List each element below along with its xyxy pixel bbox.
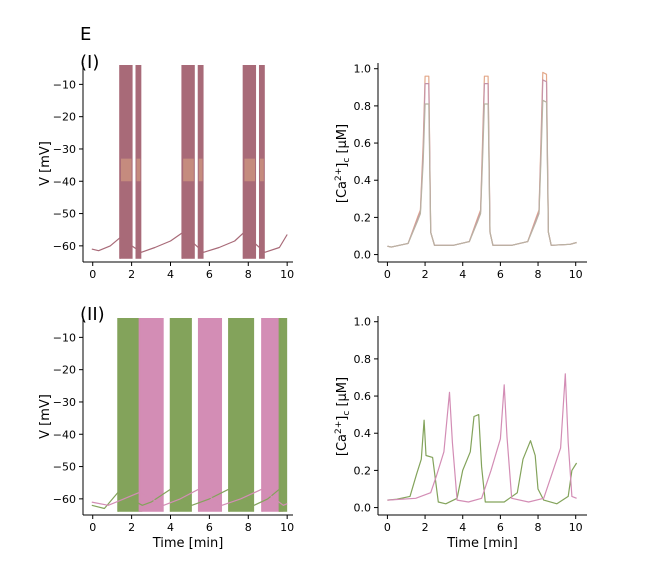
x-tick-label: 2 <box>422 521 429 534</box>
burst-3-trough-tint-0 <box>244 158 256 182</box>
pink-burst-3-segment-0 <box>261 318 284 512</box>
burst-2-segment-0 <box>182 65 195 259</box>
y-tick-label: −50 <box>53 208 76 221</box>
y-tick-label: −20 <box>53 111 76 124</box>
y-tick-label: 0.0 <box>354 502 372 515</box>
green-burst-4-segment-0 <box>279 318 288 512</box>
plot-I-voltage: 0 2 4 6 8 10 −60 −50 −40 −30 −20 −10 V [mV] <box>38 63 294 281</box>
burst-2-segment-1 <box>197 65 204 259</box>
x-tick-label: 10 <box>280 521 294 534</box>
pink-baseline <box>91 488 288 506</box>
plot-I-calcium: 0 2 4 6 8 10 0.0 0.2 0.4 0.6 0.8 1.0 [Ca2+]c [μM] <box>334 63 587 281</box>
y-axis-label: V [mV] <box>38 394 53 439</box>
x-tick-label: 2 <box>128 521 135 534</box>
y-axis-label: [Ca2+]c [μM] <box>334 124 352 203</box>
x-tick-label: 6 <box>206 521 213 534</box>
x-axis-label: Time [min] <box>446 536 518 551</box>
y-tick-label: −30 <box>53 396 76 409</box>
trace-0 <box>91 232 288 253</box>
x-tick-label: 8 <box>245 521 252 534</box>
burst-2-trough-tint-1 <box>198 158 203 182</box>
x-tick-label: 8 <box>535 268 542 281</box>
y-tick-label: −50 <box>53 461 76 474</box>
y-tick-label: 0.8 <box>354 353 372 366</box>
ca-green <box>387 414 578 505</box>
y-tick-label: 1.0 <box>354 63 372 76</box>
burst-3-segment-1 <box>258 65 265 259</box>
y-tick-label: 0.8 <box>354 100 372 113</box>
x-tick-label: 4 <box>459 521 466 534</box>
x-tick-label: 8 <box>245 268 252 281</box>
pink-burst-2-segment-0 <box>198 318 223 512</box>
y-tick-label: −60 <box>53 240 76 253</box>
y-tick-label: 0.4 <box>354 427 372 440</box>
y-tick-label: 0.6 <box>354 390 372 403</box>
x-tick-label: 2 <box>128 268 135 281</box>
y-tick-label: −30 <box>53 143 76 156</box>
row-label-i: (I) <box>80 52 99 73</box>
y-tick-label: −40 <box>53 175 76 188</box>
y-tick-label: 0.0 <box>354 249 372 262</box>
y-tick-label: 0.2 <box>354 464 372 477</box>
green-baseline <box>91 488 280 510</box>
x-tick-label: 4 <box>167 268 174 281</box>
plot-II-voltage: 0 2 4 6 8 10 −60 −50 −40 −30 −20 −10 V [mV] Time [min… <box>38 316 294 551</box>
x-tick-label: 10 <box>569 521 583 534</box>
x-tick-label: 6 <box>497 268 504 281</box>
panel-letter: E <box>80 24 91 45</box>
y-tick-label: −60 <box>53 493 76 506</box>
x-tick-label: 0 <box>89 268 96 281</box>
y-axis-label: [Ca2+]c [μM] <box>334 377 352 456</box>
x-tick-label: 8 <box>535 521 542 534</box>
x-axis-label: Time [min] <box>152 536 224 551</box>
burst-1-segment-1 <box>135 65 142 259</box>
y-tick-label: −40 <box>53 428 76 441</box>
y-tick-label: 0.2 <box>354 211 372 224</box>
burst-1-trough-tint-0 <box>120 158 132 182</box>
green-burst-3-segment-0 <box>228 318 255 512</box>
x-tick-label: 0 <box>384 521 391 534</box>
ca-pink <box>387 373 577 503</box>
ca-trace-low <box>387 99 577 248</box>
burst-3-segment-0 <box>243 65 257 259</box>
green-burst-1-segment-0 <box>118 318 143 512</box>
y-tick-label: −10 <box>53 78 76 91</box>
x-tick-label: 6 <box>497 521 504 534</box>
y-tick-label: −10 <box>53 331 76 344</box>
x-tick-label: 2 <box>422 268 429 281</box>
y-tick-label: 0.6 <box>354 137 372 150</box>
row-label-ii: (II) <box>80 304 105 325</box>
green-burst-2-segment-0 <box>170 318 192 512</box>
burst-1-segment-0 <box>119 65 133 259</box>
burst-1-trough-tint-1 <box>136 158 141 182</box>
y-tick-label: −20 <box>53 364 76 377</box>
x-tick-label: 0 <box>384 268 391 281</box>
x-tick-label: 0 <box>89 521 96 534</box>
x-tick-label: 10 <box>280 268 294 281</box>
x-tick-label: 4 <box>167 521 174 534</box>
y-tick-label: 1.0 <box>354 316 372 329</box>
y-tick-label: 0.4 <box>354 174 372 187</box>
x-tick-label: 4 <box>459 268 466 281</box>
x-tick-label: 10 <box>569 268 583 281</box>
y-axis-label: V [mV] <box>38 141 53 186</box>
plot-II-calcium: 0 2 4 6 8 10 0.0 0.2 0.4 0.6 0.8 1.0 [Ca2+]c [μM] Tim… <box>334 316 587 551</box>
pink-burst-1-segment-0 <box>139 318 164 512</box>
burst-2-trough-tint-0 <box>183 158 194 182</box>
burst-3-trough-tint-1 <box>259 158 264 182</box>
x-tick-label: 6 <box>206 268 213 281</box>
